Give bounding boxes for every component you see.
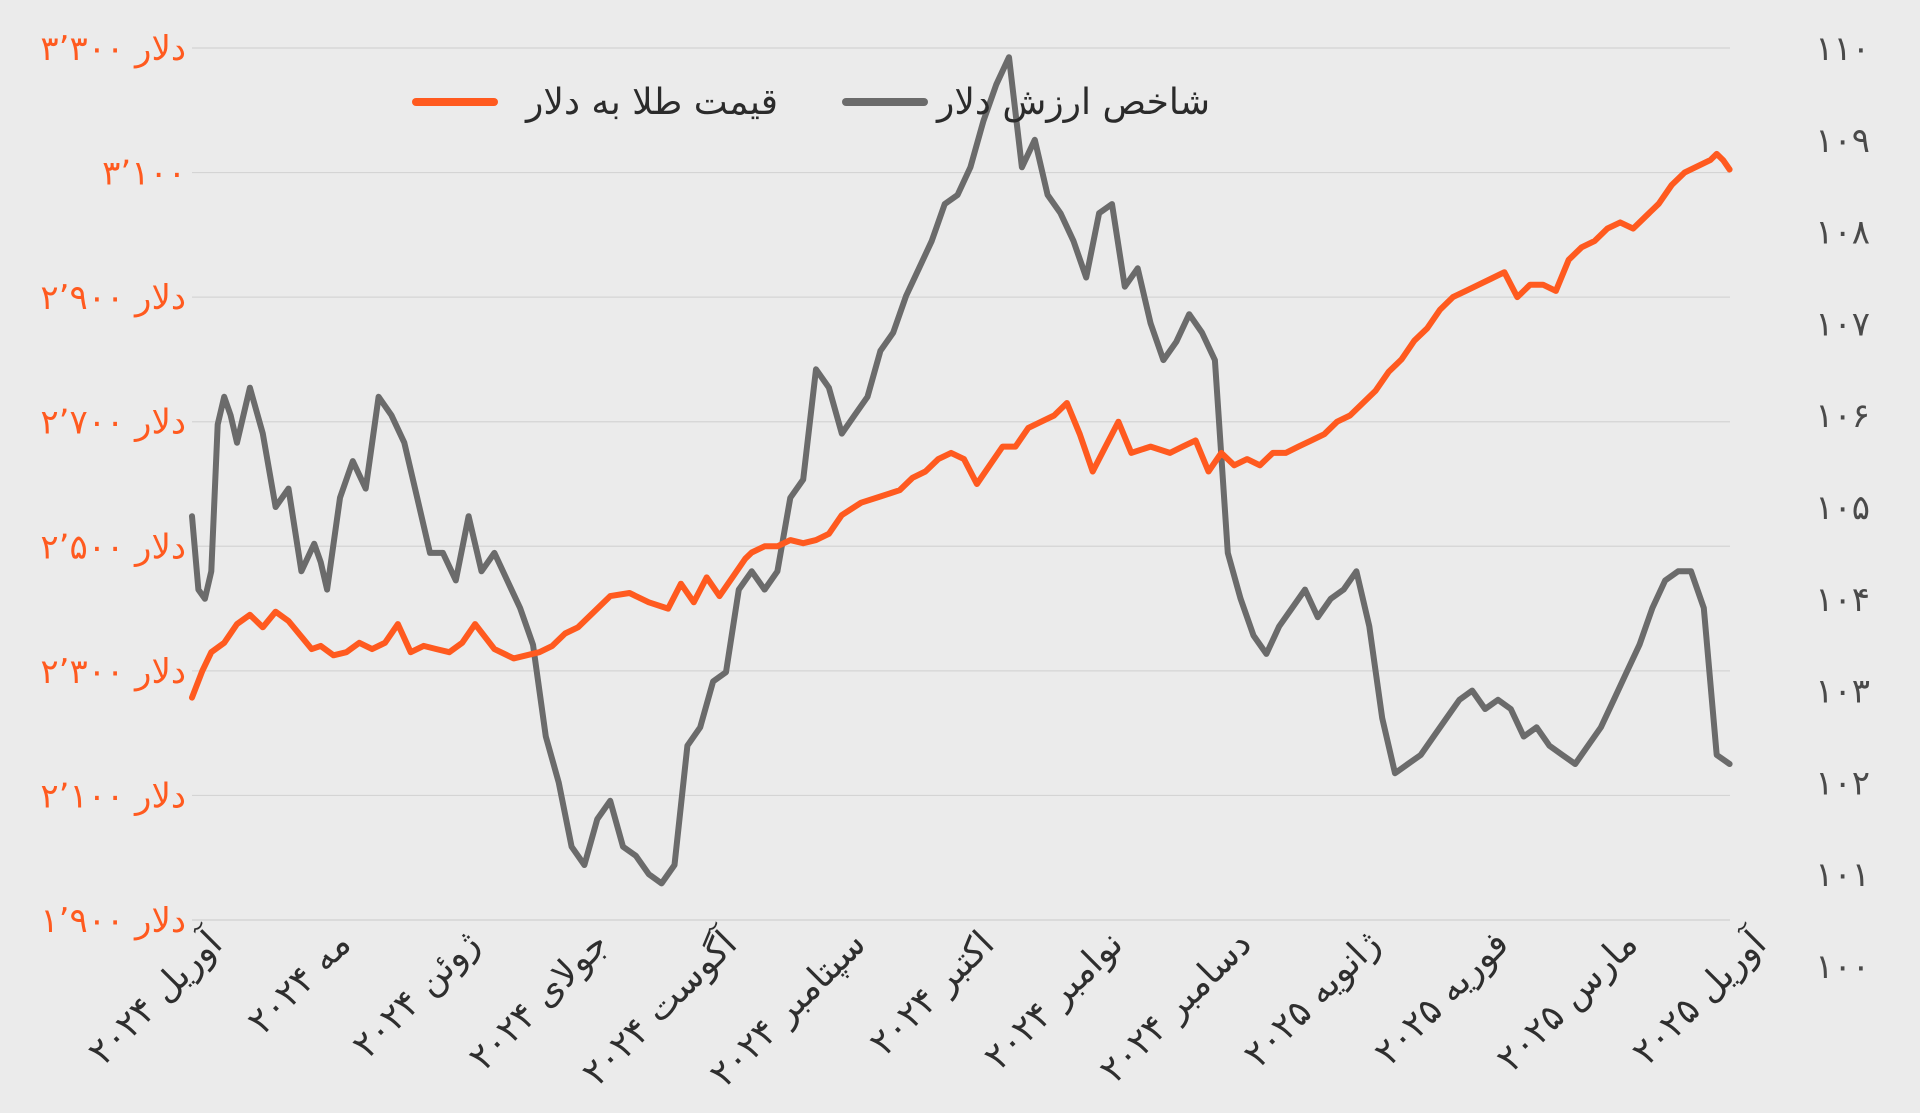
y-right-tick-label: ۱۰۹: [1815, 121, 1870, 161]
y-right-tick-label: ۱۰۲: [1815, 763, 1870, 803]
legend-label: شاخص ارزش دلار: [935, 82, 1210, 123]
grid-lines: [192, 47, 1730, 921]
dollar-index-line: [189, 54, 1733, 887]
x-tick-label: مه ۲۰۲۴: [240, 923, 359, 1042]
y-right-tick-label: ۱۰۱: [1815, 855, 1870, 895]
x-tick-label: مارس ۲۰۲۵: [1489, 923, 1646, 1080]
y-right-tick-label: ۱۰۷: [1815, 304, 1870, 344]
x-tick-label: اکتبر ۲۰۲۴: [862, 923, 1002, 1063]
y-right-tick-label: ۱۰۸: [1815, 213, 1870, 253]
gold-price-line: [189, 150, 1733, 701]
x-tick-label: آوریل ۲۰۲۴: [78, 920, 231, 1073]
y-right-tick-label: ۱۰۶: [1815, 396, 1870, 436]
legend-entry-dollar-index: شاخص ارزش دلار: [842, 82, 1210, 123]
y-left-tick-label: ۱٬۹۰۰ دلار: [40, 901, 186, 941]
y-axis-left: ۱٬۹۰۰ دلار ۲٬۱۰۰ دلار ۲٬۳۰۰ دلار ۲٬۵۰۰ دلار…: [40, 29, 186, 941]
y-right-tick-label: ۱۰۳: [1815, 672, 1870, 712]
y-left-tick-label: ۲٬۷۰۰ دلار: [40, 403, 186, 443]
y-left-tick-label: ۳٬۳۰۰ دلار: [40, 29, 186, 69]
y-axis-right: ۱۰۰ ۱۰۱ ۱۰۲ ۱۰۳ ۱۰۴ ۱۰۵ ۱۰۶ ۱۰۷ ۱۰۸ ۱۰۹ ۱۱۰: [1815, 29, 1870, 987]
y-right-tick-label: ۱۰۰: [1815, 947, 1870, 987]
y-right-tick-label: ۱۱۰: [1815, 29, 1870, 69]
y-left-tick-label: ۲٬۹۰۰ دلار: [40, 278, 186, 318]
legend-label: قیمت طلا به دلار: [524, 82, 778, 123]
legend: شاخص ارزش دلار قیمت طلا به دلار: [412, 82, 1210, 123]
x-tick-label: آوریل ۲۰۲۵: [1622, 920, 1775, 1073]
y-left-tick-label: ۲٬۱۰۰ دلار: [40, 776, 186, 816]
x-tick-label: ژانویه ۲۰۲۵: [1236, 923, 1388, 1075]
legend-entry-gold-price: قیمت طلا به دلار: [412, 82, 778, 123]
y-left-tick-label: ۲٬۳۰۰ دلار: [40, 652, 186, 692]
y-right-tick-label: ۱۰۵: [1815, 488, 1870, 528]
series-layer: [189, 54, 1733, 887]
y-left-tick-label: ۳٬۱۰۰: [102, 154, 186, 194]
y-right-tick-label: ۱۰۴: [1815, 580, 1870, 620]
y-left-tick-label: ۲٬۵۰۰ دلار: [40, 527, 186, 567]
